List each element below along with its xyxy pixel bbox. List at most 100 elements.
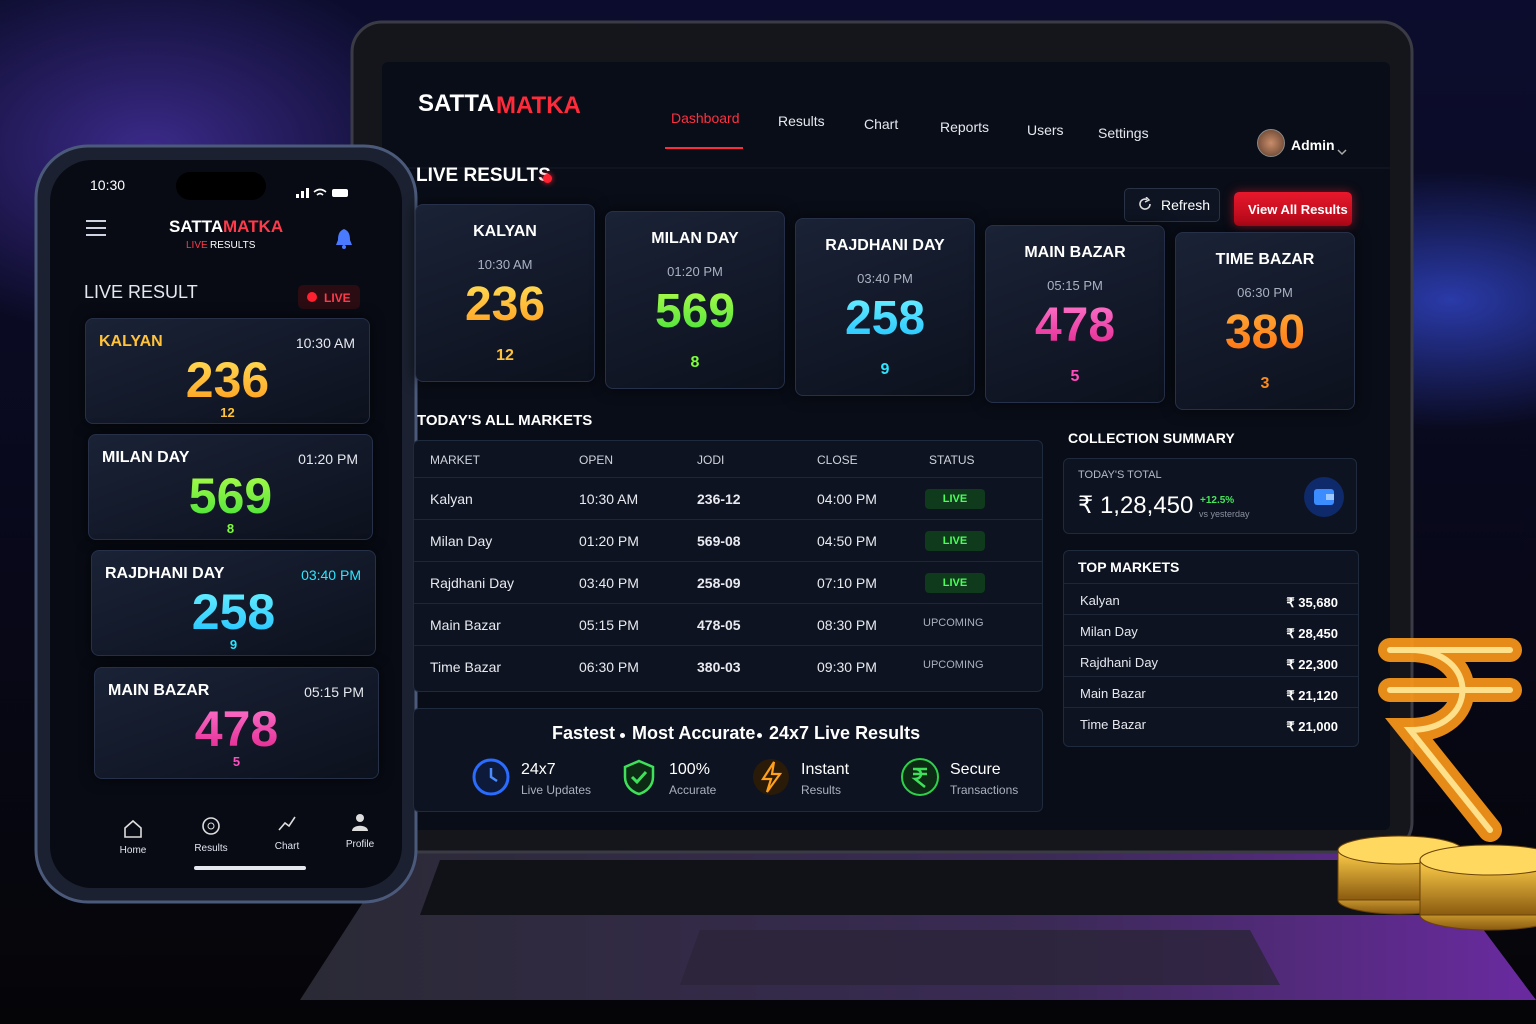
table-cell: 07:10 PM (817, 575, 877, 591)
nav-item[interactable]: Chart (864, 116, 899, 132)
row-line (1064, 583, 1358, 584)
brand-accent: MATKA (223, 217, 284, 236)
nav-item[interactable]: Reports (940, 119, 990, 135)
result-number: 380 (1176, 305, 1354, 360)
tab-item[interactable]: Home (103, 816, 163, 862)
table-header: CLOSE (817, 453, 858, 467)
phone-result-card[interactable]: KALYAN 10:30 AM 236 12 (85, 318, 370, 424)
market-name: MILAN DAY (102, 449, 190, 466)
tagline-item: Fastest (552, 723, 616, 743)
phone-result-card[interactable]: MAIN BAZAR 05:15 PM 478 5 (94, 667, 379, 779)
brand-primary: SATTA (418, 90, 495, 117)
single-number: 9 (880, 361, 890, 378)
feature-subtitle: Results (801, 783, 842, 797)
user-name[interactable]: Admin (1291, 137, 1335, 153)
tab-icon-svg (352, 814, 368, 831)
table-cell: 04:00 PM (817, 491, 877, 507)
section-title: COLLECTION SUMMARY (1068, 430, 1235, 446)
result-card[interactable]: MAIN BAZAR 05:15 PM 478 5 (985, 225, 1165, 403)
tab-icon-svg (202, 817, 220, 835)
feature-icon-svg (623, 759, 655, 796)
table-cell: 01:20 PM (579, 533, 639, 549)
table-cell: 09:30 PM (817, 659, 877, 675)
result-card[interactable]: MILAN DAY 01:20 PM 569 8 (605, 211, 785, 389)
result-card[interactable]: KALYAN 10:30 AM 236 12 (415, 204, 595, 382)
table-cell: 05:15 PM (579, 617, 639, 633)
feature-title: 24x7 (521, 761, 556, 778)
wallet-icon (1304, 477, 1344, 522)
features-panel: Fastest Most Accurate 24x7 Live Results 24x… (413, 708, 1043, 812)
nav-item[interactable]: Results (778, 113, 825, 129)
table-cell: 10:30 AM (579, 491, 639, 507)
market-time: 01:20 PM (667, 264, 723, 279)
result-card[interactable]: RAJDHANI DAY 03:40 PM 258 9 (795, 218, 975, 396)
top-market-amount: ₹ 22,300 (1286, 657, 1338, 672)
table-row-line (414, 603, 1042, 604)
single-number: 12 (496, 347, 514, 364)
status-badge: LIVE (925, 489, 985, 509)
feature-icon (900, 757, 940, 802)
tab-label: Results (194, 843, 228, 854)
row-line (1064, 614, 1358, 615)
table-cell: 258-09 (697, 575, 741, 591)
market-time: 05:15 PM (304, 684, 364, 700)
collection-panel: TODAY'S TOTAL ₹ 1,28,450 +12.5% vs yesterda… (1063, 458, 1357, 534)
view-all-label: View All Results (1248, 202, 1348, 217)
top-markets-panel: TOP MARKETS Kalyan ₹ 35,680 Milan Day ₹ 28,4… (1063, 550, 1359, 747)
tab-icon (123, 818, 143, 843)
tab-icon (350, 812, 370, 837)
table-cell: 380-03 (697, 659, 741, 675)
table-cell: 569-08 (697, 533, 741, 549)
menu-icon-svg (86, 220, 106, 236)
top-market-amount: ₹ 21,000 (1286, 719, 1338, 734)
result-number: 569 (89, 467, 372, 525)
view-all-button[interactable]: View All Results (1234, 192, 1352, 226)
top-market-amount: ₹ 35,680 (1286, 595, 1338, 610)
result-number: 478 (986, 298, 1164, 353)
nav-item[interactable]: Settings (1098, 125, 1149, 141)
nav-item[interactable]: Dashboard (671, 110, 740, 126)
feature-icon-svg (753, 759, 789, 795)
single-number: 9 (229, 637, 238, 652)
market-time: 05:15 PM (1047, 278, 1103, 293)
change-note: vs yesterday (1199, 509, 1250, 519)
tab-item[interactable]: Profile (330, 810, 390, 856)
table-cell: UPCOMING (923, 659, 984, 671)
market-time: 01:20 PM (298, 451, 358, 467)
live-dot (307, 292, 317, 302)
market-time: 06:30 PM (1237, 285, 1293, 300)
refresh-button[interactable]: Refresh (1124, 188, 1220, 222)
tagline-bullet (620, 733, 625, 738)
tab-item[interactable]: Chart (257, 812, 317, 858)
market-cell: Milan Day (430, 533, 493, 549)
table-header: MARKET (430, 453, 481, 467)
avatar[interactable] (1257, 129, 1285, 157)
top-market-name: Main Bazar (1080, 686, 1146, 701)
tab-item[interactable]: Results (181, 814, 241, 860)
status-badge: LIVE (925, 573, 985, 593)
feature-subtitle: Accurate (669, 783, 717, 797)
top-market-name: Kalyan (1080, 593, 1120, 608)
nav-underline (665, 147, 743, 149)
feature-icon (619, 757, 659, 802)
chevron-svg (1337, 149, 1347, 156)
section-title: LIVE RESULTS (416, 165, 551, 186)
single-number: 12 (220, 405, 235, 420)
phone-result-card[interactable]: RAJDHANI DAY 03:40 PM 258 9 (91, 550, 376, 656)
change-value: +12.5% (1200, 495, 1235, 506)
market-cell: Rajdhani Day (430, 575, 515, 591)
result-card[interactable]: TIME BAZAR 06:30 PM 380 3 (1175, 232, 1355, 410)
menu-icon (86, 220, 106, 241)
top-market-name: Milan Day (1080, 624, 1138, 639)
market-name: TIME BAZAR (1215, 251, 1315, 268)
tab-label: Chart (274, 841, 300, 852)
phone-result-card[interactable]: MILAN DAY 01:20 PM 569 8 (88, 434, 373, 540)
table-row-line (414, 477, 1042, 478)
nav-item[interactable]: Users (1027, 122, 1064, 138)
market-cell: Kalyan (430, 491, 473, 507)
feature-subtitle: Transactions (950, 783, 1019, 797)
subtitle-accent: LIVE (186, 240, 208, 251)
tab-icon-svg (278, 816, 296, 831)
market-name: RAJDHANI DAY (105, 565, 225, 582)
tagline-bullet (757, 733, 762, 738)
